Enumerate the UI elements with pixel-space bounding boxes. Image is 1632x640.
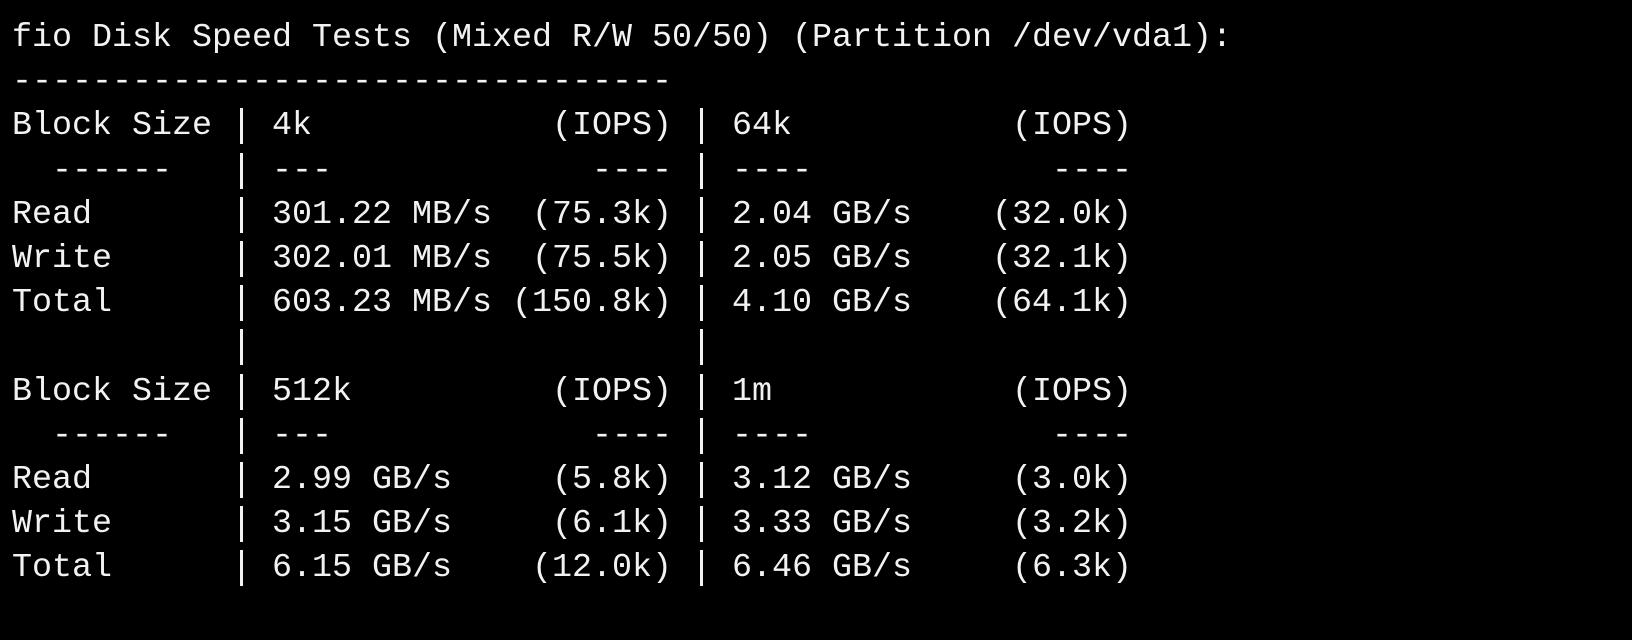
column-separator <box>700 108 703 145</box>
column-separator <box>700 285 703 322</box>
block-size: 512k <box>272 372 353 411</box>
iops: (32.0k) <box>991 195 1132 234</box>
iops: (3.2k) <box>1011 505 1132 544</box>
column-separator <box>240 462 243 498</box>
iops: (32.1k) <box>991 240 1132 278</box>
column-separator <box>240 329 243 366</box>
divider: ---- <box>732 151 813 190</box>
column-separator <box>700 550 703 587</box>
speed: 3.15 GB/s <box>272 505 453 544</box>
column-separator <box>700 506 703 543</box>
iops: (64.1k) <box>991 284 1132 323</box>
block-size: 1m <box>732 372 773 411</box>
divider: --- <box>272 416 333 455</box>
header-label: Block Size <box>12 107 213 146</box>
divider: ---- <box>732 416 813 455</box>
column-separator <box>240 241 243 277</box>
speed: 6.15 GB/s <box>272 549 453 588</box>
speed: 3.33 GB/s <box>732 505 913 544</box>
column-separator <box>240 152 243 189</box>
speed: 2.99 GB/s <box>272 461 453 499</box>
divider: ------ <box>52 416 173 455</box>
row-label: Write <box>12 240 113 278</box>
iops: (75.3k) <box>531 195 672 234</box>
column-separator <box>700 196 703 233</box>
speed: 302.01 MB/s <box>272 240 493 278</box>
block-size: 64k <box>732 107 793 146</box>
speed: 301.22 MB/s <box>272 195 493 234</box>
iops: (12.0k) <box>531 549 672 588</box>
unit-label: (IOPS) <box>551 107 672 146</box>
row-label: Read <box>12 195 93 234</box>
column-separator <box>240 506 243 543</box>
speed: 2.05 GB/s <box>732 240 913 278</box>
column-separator <box>240 550 243 587</box>
divider: ---- <box>1051 416 1132 455</box>
column-separator <box>240 373 243 410</box>
column-separator <box>700 241 703 277</box>
unit-label: (IOPS) <box>1011 107 1132 146</box>
iops: (150.8k) <box>511 284 672 323</box>
iops: (6.3k) <box>1011 549 1132 588</box>
iops: (3.0k) <box>1011 461 1132 499</box>
row-label: Total <box>12 284 113 323</box>
divider: --- <box>272 151 333 190</box>
column-separator <box>700 373 703 410</box>
column-separator <box>700 329 703 366</box>
header-label: Block Size <box>12 372 213 411</box>
speed: 2.04 GB/s <box>732 195 913 234</box>
iops: (75.5k) <box>531 240 672 278</box>
unit-label: (IOPS) <box>1011 372 1132 411</box>
block-size: 4k <box>272 107 313 146</box>
column-separator <box>240 196 243 233</box>
speed: 603.23 MB/s <box>272 284 493 323</box>
speed: 6.46 GB/s <box>732 549 913 588</box>
divider: ---- <box>591 416 672 455</box>
separator: --------------------------------- <box>12 63 673 102</box>
column-separator <box>240 285 243 322</box>
column-separator <box>240 108 243 145</box>
iops: (5.8k) <box>551 461 672 499</box>
unit-label: (IOPS) <box>551 372 672 411</box>
speed: 3.12 GB/s <box>732 461 913 499</box>
iops: (6.1k) <box>551 505 672 544</box>
divider: ---- <box>1051 151 1132 190</box>
column-separator <box>240 417 243 454</box>
row-label: Read <box>12 461 93 499</box>
row-label: Write <box>12 505 113 544</box>
divider: ------ <box>52 151 173 190</box>
column-separator <box>700 462 703 498</box>
divider: ---- <box>591 151 672 190</box>
column-separator <box>700 417 703 454</box>
speed: 4.10 GB/s <box>732 284 913 323</box>
row-label: Total <box>12 549 113 588</box>
column-separator <box>700 152 703 189</box>
title: fio Disk Speed Tests (Mixed R/W 50/50) (… <box>12 19 1233 57</box>
